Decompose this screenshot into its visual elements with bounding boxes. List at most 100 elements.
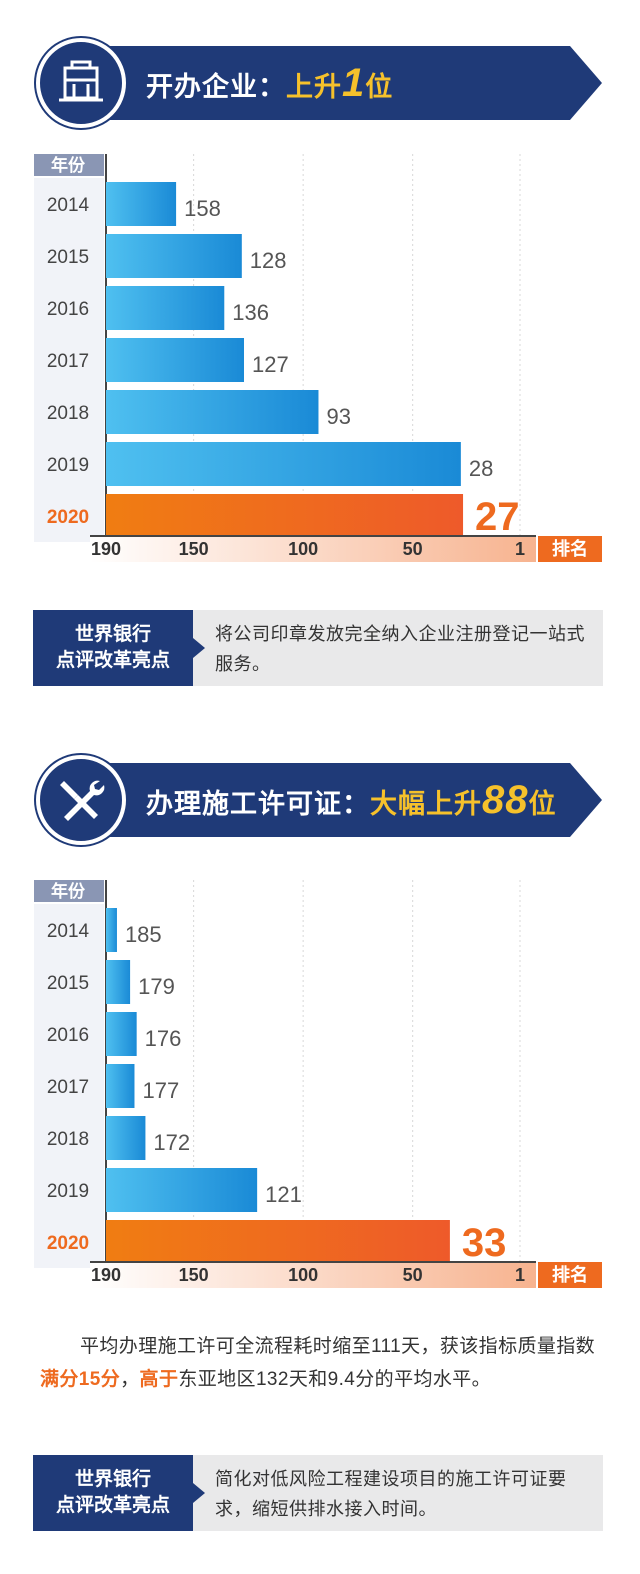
review-box-1: 世界银行 点评改革亮点 将公司印章发放完全纳入企业注册登记一站式服务。	[33, 610, 603, 686]
chart-1: 年份 2014 158 2015 128 2016 136 2017 127 2018 93 2019…	[0, 150, 640, 580]
section2-title: 办理施工许可证：大幅上升88位	[146, 763, 557, 837]
axis-header-bg	[34, 154, 104, 176]
year-label-strip	[34, 904, 104, 1268]
para-part2: ，	[120, 1369, 140, 1390]
bar	[106, 1168, 258, 1212]
bar	[106, 1116, 146, 1160]
bar	[106, 338, 244, 382]
review-label: 世界银行 点评改革亮点	[33, 1455, 193, 1531]
x-tick-label: 1	[515, 539, 525, 559]
category-label: 2015	[47, 247, 89, 268]
bar	[106, 390, 319, 434]
banner-icon-circle	[36, 38, 126, 128]
category-label: 2014	[47, 921, 90, 942]
review-text: 简化对低风险工程建设项目的施工许可证要求，缩短供排水接入时间。	[215, 1469, 567, 1519]
data-label: 158	[184, 196, 221, 221]
bar	[106, 442, 461, 486]
banner-bar	[100, 46, 570, 120]
data-label: 128	[250, 248, 287, 273]
data-label: 127	[252, 352, 289, 377]
category-label: 2015	[47, 973, 89, 994]
review-label-line1: 世界银行	[74, 624, 151, 645]
para-part3: 东亚地区132天和9.4分的平均水平。	[178, 1369, 492, 1390]
category-label: 2017	[47, 1077, 89, 1098]
title-highlight: 大幅上升	[370, 789, 482, 819]
data-label: 28	[469, 456, 493, 481]
review-label-line2: 点评改革亮点	[55, 650, 170, 671]
title-suffix: 位	[365, 72, 394, 102]
section2-banner: 办理施工许可证：大幅上升88位	[36, 755, 602, 845]
bar	[106, 234, 242, 278]
banner-arrow-tip	[570, 46, 602, 120]
data-label: 185	[125, 922, 162, 947]
review-label: 世界银行 点评改革亮点	[33, 610, 193, 686]
x-tick-label: 190	[91, 539, 121, 559]
x-axis-title-bg	[538, 1262, 602, 1288]
x-tick-label: 100	[288, 539, 318, 559]
category-label: 2016	[47, 299, 89, 320]
banner-icon-circle	[36, 755, 126, 845]
year-label-strip	[34, 178, 104, 542]
bar	[106, 1064, 135, 1108]
para-highlight1: 满分15分	[40, 1369, 121, 1390]
category-label: 2018	[47, 403, 89, 424]
title-highlight: 上升	[286, 72, 342, 102]
data-label: 179	[138, 974, 175, 999]
x-tick-label: 100	[288, 1265, 318, 1285]
x-tick-label: 1	[515, 1265, 525, 1285]
x-tick-label: 50	[403, 539, 423, 559]
category-label: 2017	[47, 351, 89, 372]
section1-banner: 开办企业：上升1位	[36, 38, 602, 128]
banner-arrow-tip	[570, 763, 602, 837]
review-label-line1: 世界银行	[74, 1469, 151, 1490]
x-axis-title: 排名	[552, 1264, 588, 1285]
x-tick-label: 50	[403, 1265, 423, 1285]
category-label: 2019	[47, 1181, 89, 1202]
y-axis-title: 年份	[51, 881, 86, 901]
bar	[106, 960, 131, 1004]
bar	[106, 494, 464, 538]
axis-header-bg	[34, 880, 104, 902]
summary-paragraph: 平均办理施工许可全流程耗时缩至111天，获该指标质量指数满分15分，高于东亚地区…	[40, 1330, 605, 1396]
review-text: 将公司印章发放完全纳入企业注册登记一站式服务。	[215, 624, 585, 674]
para-part1: 平均办理施工许可全流程耗时缩至111天，获该指标质量指数	[80, 1336, 596, 1357]
building-icon	[59, 60, 103, 102]
data-label: 136	[232, 300, 269, 325]
bar	[106, 1220, 450, 1264]
category-label: 2020	[47, 507, 89, 528]
banner-bar	[100, 763, 570, 837]
x-axis-band	[90, 1262, 536, 1288]
data-label: 172	[153, 1130, 190, 1155]
bar	[106, 286, 225, 330]
x-tick-label: 150	[179, 1265, 209, 1285]
review-label-pointer	[193, 1483, 205, 1503]
data-label: 177	[142, 1078, 179, 1103]
category-label: 2019	[47, 455, 89, 476]
x-axis-title-bg	[538, 536, 602, 562]
x-tick-label: 150	[179, 539, 209, 559]
category-label: 2016	[47, 1025, 89, 1046]
x-axis-band	[90, 536, 536, 562]
data-label: 121	[265, 1182, 302, 1207]
review-label-pointer	[193, 638, 205, 658]
x-axis-title: 排名	[552, 538, 588, 559]
data-label: 93	[326, 404, 350, 429]
x-tick-label: 190	[91, 1265, 121, 1285]
category-label: 2020	[47, 1233, 89, 1254]
title-number: 88	[482, 778, 529, 822]
review-label-line2: 点评改革亮点	[55, 1495, 170, 1516]
title-prefix: 开办企业：	[146, 72, 286, 102]
category-label: 2014	[47, 195, 90, 216]
chart-2-svg: 年份 2014 185 2015 179 2016 176 2017 177 2018 172 201…	[34, 880, 602, 1288]
bar	[106, 1012, 137, 1056]
bar	[106, 908, 117, 952]
review-box-2: 世界银行 点评改革亮点 简化对低风险工程建设项目的施工许可证要求，缩短供排水接入…	[33, 1455, 603, 1531]
bar	[106, 182, 177, 226]
chart-2: 年份 2014 185 2015 179 2016 176 2017 177 2018 172 201…	[0, 876, 640, 1306]
title-prefix: 办理施工许可证：	[146, 789, 370, 819]
title-number: 1	[342, 61, 366, 105]
data-label: 176	[145, 1026, 182, 1051]
wrench-screwdriver-icon	[60, 780, 105, 821]
para-highlight2: 高于	[139, 1369, 179, 1390]
